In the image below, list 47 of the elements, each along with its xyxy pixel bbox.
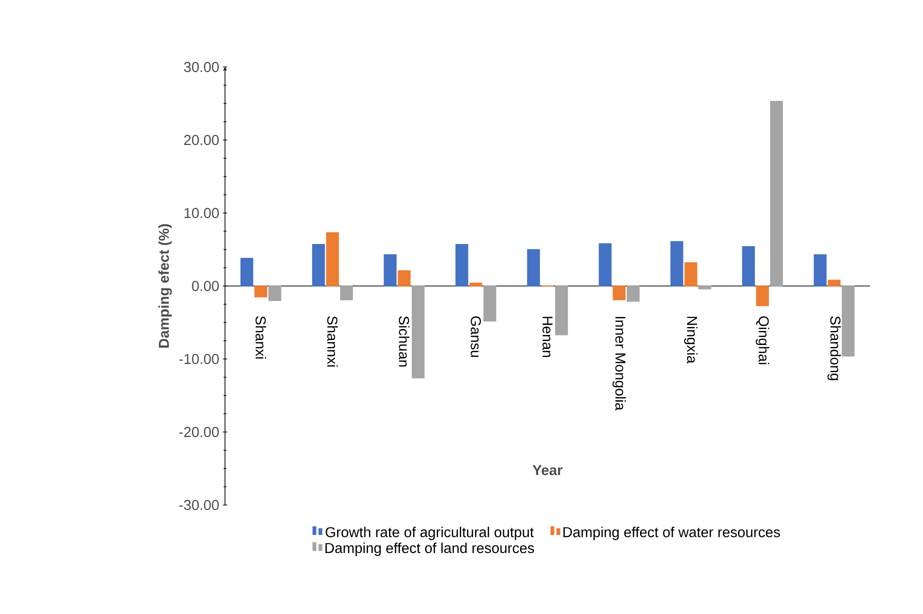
bar (469, 282, 482, 286)
bar (555, 286, 568, 336)
bar (828, 280, 841, 286)
bar (527, 249, 540, 286)
bar (483, 286, 496, 322)
x-tick-label: Shannxi (327, 316, 338, 367)
bar (240, 258, 254, 286)
y-tick-label: -10.00 (179, 354, 219, 364)
y-tick-label: 10.00 (184, 208, 219, 218)
y-tick-label: 0.00 (192, 280, 219, 292)
x-tick-label: Henan (542, 316, 553, 357)
x-tick-label: Inner Mongolia (612, 316, 626, 411)
legend-label: Growth rate of agricultural output (326, 526, 534, 540)
bar (254, 286, 268, 298)
bar (340, 286, 353, 300)
bar (312, 244, 325, 286)
bar (412, 286, 425, 378)
y-axis-title: Damping efect (%) (158, 224, 172, 348)
x-tick-label: Shanxi (256, 316, 266, 359)
bar (684, 262, 698, 286)
legend-label: Damping effect of land resources (325, 542, 534, 556)
y-tick-label: -30.00 (179, 500, 219, 510)
x-tick-label: Ningxia (684, 316, 698, 364)
y-tick-label: 20.00 (184, 134, 219, 146)
bar (670, 241, 684, 286)
legend-label: Damping effect of water resources (563, 526, 780, 540)
x-tick-label: Qinghai (756, 316, 770, 364)
bar (814, 254, 827, 286)
x-tick-label: Shandong (827, 316, 841, 380)
y-tick-label: 30.00 (184, 62, 219, 72)
bar (770, 100, 783, 286)
y-tick-label: -20.00 (179, 426, 219, 438)
x-tick-label: Sichuan (398, 316, 410, 367)
bar (698, 286, 712, 290)
bar (842, 286, 855, 356)
bar (612, 286, 626, 300)
x-tick-label: Gansu (470, 316, 481, 357)
bar (598, 243, 612, 286)
bar (742, 246, 755, 286)
bar (384, 254, 397, 286)
bar (756, 286, 769, 306)
bar (398, 270, 411, 286)
bar (326, 232, 339, 286)
bar (268, 286, 282, 301)
bar (455, 244, 468, 286)
bar (626, 286, 640, 302)
x-axis-title: Year (532, 465, 562, 476)
